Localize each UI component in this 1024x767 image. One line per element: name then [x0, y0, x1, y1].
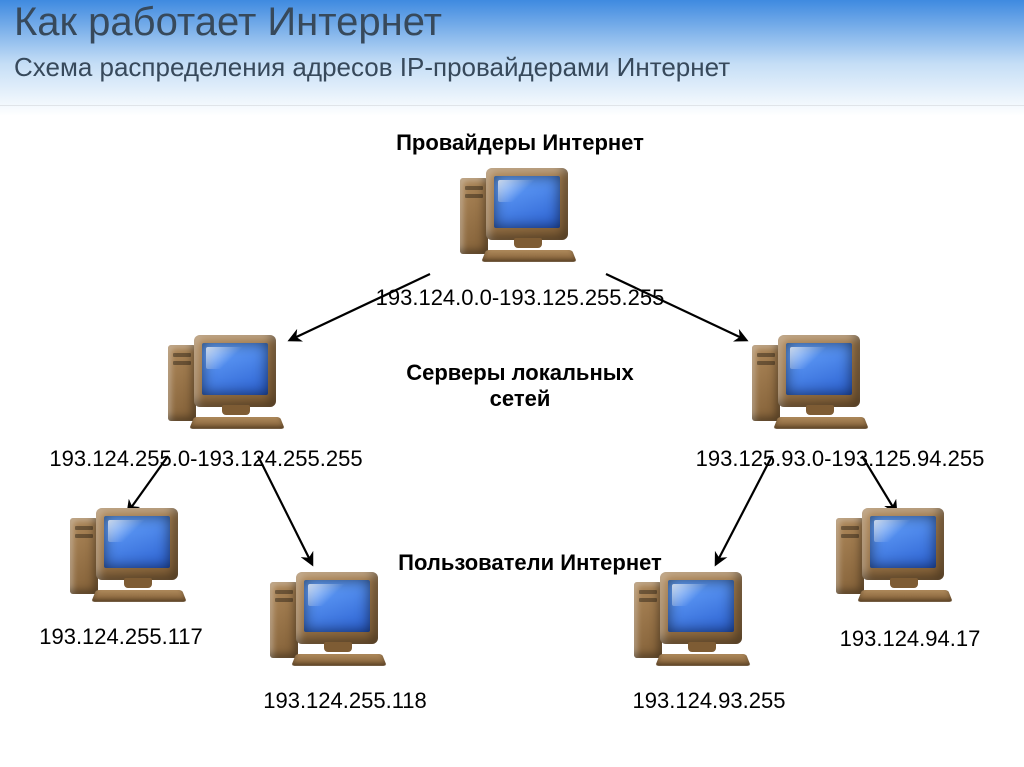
ip-label-provider: 193.124.0.0-193.125.255.255 — [310, 285, 730, 311]
node-user-3 — [630, 572, 750, 672]
ip-label-user-1: 193.124.255.117 — [6, 624, 236, 650]
header-zone: Как работает Интернет Схема распределени… — [0, 0, 1024, 106]
node-provider — [456, 168, 576, 268]
slide-canvas: Как работает Интернет Схема распределени… — [0, 0, 1024, 767]
edge-server-l-user-2 — [258, 456, 312, 564]
ip-label-user-3: 193.124.93.255 — [594, 688, 824, 714]
slide-title: Как работает Интернет — [14, 0, 442, 45]
node-server-r — [748, 335, 868, 435]
sec-providers: Провайдеры Интернет — [370, 130, 670, 156]
ip-label-server-l: 193.124.255.0-193.124.255.255 — [6, 446, 406, 472]
sec-users: Пользователи Интернет — [390, 550, 670, 576]
node-user-4 — [832, 508, 952, 608]
sec-servers: Серверы локальных сетей — [400, 360, 640, 412]
slide-subtitle: Схема распределения адресов IP-провайдер… — [14, 52, 730, 83]
node-user-1 — [66, 508, 186, 608]
node-user-2 — [266, 572, 386, 672]
edge-server-r-user-3 — [716, 456, 772, 564]
ip-label-user-2: 193.124.255.118 — [230, 688, 460, 714]
ip-label-user-4: 193.124.94.17 — [800, 626, 1020, 652]
ip-label-server-r: 193.125.93.0-193.125.94.255 — [650, 446, 1024, 472]
node-server-l — [164, 335, 284, 435]
